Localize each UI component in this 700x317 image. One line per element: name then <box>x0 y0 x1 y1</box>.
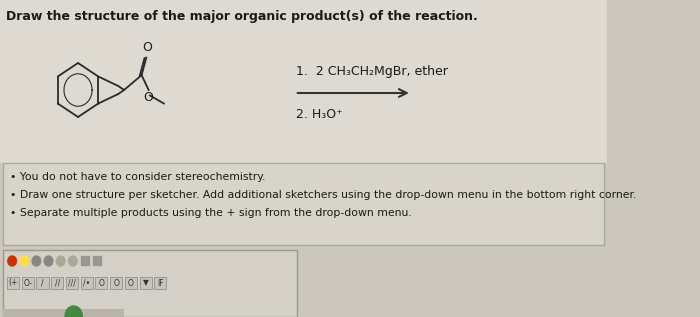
Bar <box>154 277 167 289</box>
Bar <box>3 163 604 245</box>
Circle shape <box>32 256 41 266</box>
Bar <box>93 256 102 265</box>
Bar <box>66 277 78 289</box>
Bar <box>7 277 19 289</box>
Circle shape <box>20 256 29 266</box>
Bar <box>51 277 63 289</box>
Bar <box>110 277 122 289</box>
Text: ▼: ▼ <box>143 279 148 288</box>
Text: • Draw one structure per sketcher. Add additional sketchers using the drop-down : • Draw one structure per sketcher. Add a… <box>10 190 637 200</box>
Circle shape <box>44 256 53 266</box>
Text: • You do not have to consider stereochemistry.: • You do not have to consider stereochem… <box>10 172 266 182</box>
Text: O: O <box>99 279 104 288</box>
Circle shape <box>69 256 77 266</box>
Bar <box>3 309 124 317</box>
Bar <box>0 0 607 163</box>
Bar <box>80 277 93 289</box>
Text: /•: /• <box>83 279 90 288</box>
Circle shape <box>56 256 65 266</box>
Text: • Separate multiple products using the + sign from the drop-down menu.: • Separate multiple products using the +… <box>10 208 412 218</box>
Bar <box>22 277 34 289</box>
Text: (+: (+ <box>8 279 18 288</box>
Text: IF: IF <box>157 279 164 288</box>
Circle shape <box>8 256 17 266</box>
Text: 2. H₃O⁺: 2. H₃O⁺ <box>297 108 343 121</box>
Text: O: O <box>143 41 153 54</box>
Text: O-: O- <box>23 279 32 288</box>
Text: Draw the structure of the major organic product(s) of the reaction.: Draw the structure of the major organic … <box>6 10 478 23</box>
Bar <box>139 277 152 289</box>
Text: /: / <box>41 279 44 288</box>
Bar <box>95 277 108 289</box>
Text: O: O <box>144 91 153 104</box>
Text: //: // <box>55 279 60 288</box>
Text: ///: /// <box>68 279 76 288</box>
Text: O: O <box>113 279 119 288</box>
Text: O: O <box>128 279 134 288</box>
Bar <box>36 277 48 289</box>
Bar <box>125 277 137 289</box>
Bar <box>80 256 90 265</box>
Bar <box>3 250 298 317</box>
Circle shape <box>65 306 83 317</box>
Text: 1.  2 CH₃CH₂MgBr, ether: 1. 2 CH₃CH₂MgBr, ether <box>297 65 449 78</box>
